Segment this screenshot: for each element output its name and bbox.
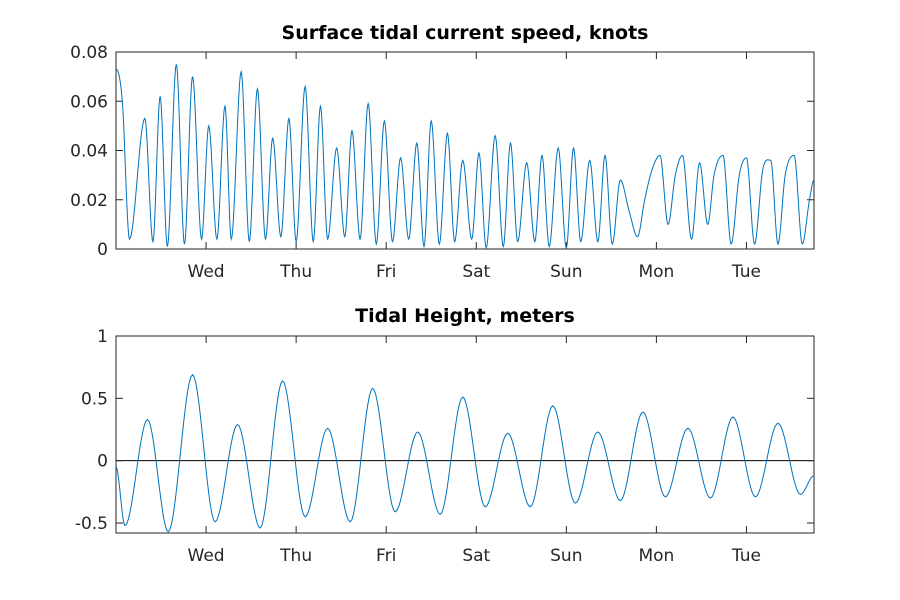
current-speed-x-tick-label: Mon	[638, 262, 674, 282]
tidal-height-series-line	[115, 373, 815, 533]
tidal-height-x-tick-label: Wed	[188, 546, 225, 566]
tidal-height-title: Tidal Height, meters	[355, 305, 575, 327]
tidal-height-x-tick-label: Tue	[731, 546, 761, 566]
current-speed-y-tick-label: 0	[97, 240, 108, 260]
current-speed-x-tick-label: Fri	[376, 262, 396, 282]
tidal-height-y-tick-label: 1	[97, 327, 108, 347]
tidal-height-x-tick-label: Fri	[376, 546, 396, 566]
tidal-height-x-ticks: Wed Thu Fri Sat Sun Mon Tue	[188, 336, 761, 566]
current-speed-x-ticks: Wed Thu Fri Sat Sun Mon Tue	[188, 52, 761, 282]
current-speed-axes	[115, 51, 815, 250]
tidal-height-x-tick-label: Thu	[279, 546, 312, 566]
tidal-height-y-tick-label: 0.5	[81, 389, 108, 409]
current-speed-x-tick-label: Thu	[279, 262, 312, 282]
tidal-height-x-tick-label: Mon	[638, 546, 674, 566]
current-speed-x-tick-label: Wed	[188, 262, 225, 282]
tidal-height-x-tick-label: Sun	[550, 546, 582, 566]
current-speed-title: Surface tidal current speed, knots	[282, 22, 649, 44]
current-speed-y-tick-label: 0.06	[70, 92, 108, 112]
current-speed-y-tick-label: 0.08	[70, 43, 108, 63]
tidal-height-y-tick-label: 0	[97, 452, 108, 472]
tidal-height-x-tick-label: Sat	[462, 546, 490, 566]
current-speed-x-tick-label: Tue	[731, 262, 761, 282]
current-speed-series-line	[115, 64, 815, 250]
tidal-height-y-tick-label: -0.5	[75, 514, 108, 534]
current-speed-y-tick-label: 0.02	[70, 191, 108, 211]
tidal-height-axes	[115, 335, 815, 534]
current-speed-x-tick-label: Sun	[550, 262, 582, 282]
current-speed-y-tick-label: 0.04	[70, 142, 108, 162]
current-speed-y-ticks: 0 0.02 0.04 0.06 0.08	[70, 43, 814, 260]
tidal-height-y-ticks: -0.5 0 0.5 1	[75, 327, 814, 534]
current-speed-x-tick-label: Sat	[462, 262, 490, 282]
tidal-height-plot: Tidal Height, meters -0.5 0 0.5 1 Wed Thu Fri…	[75, 305, 815, 566]
current-speed-plot: Surface tidal current speed, knots 0 0.02…	[70, 22, 815, 282]
